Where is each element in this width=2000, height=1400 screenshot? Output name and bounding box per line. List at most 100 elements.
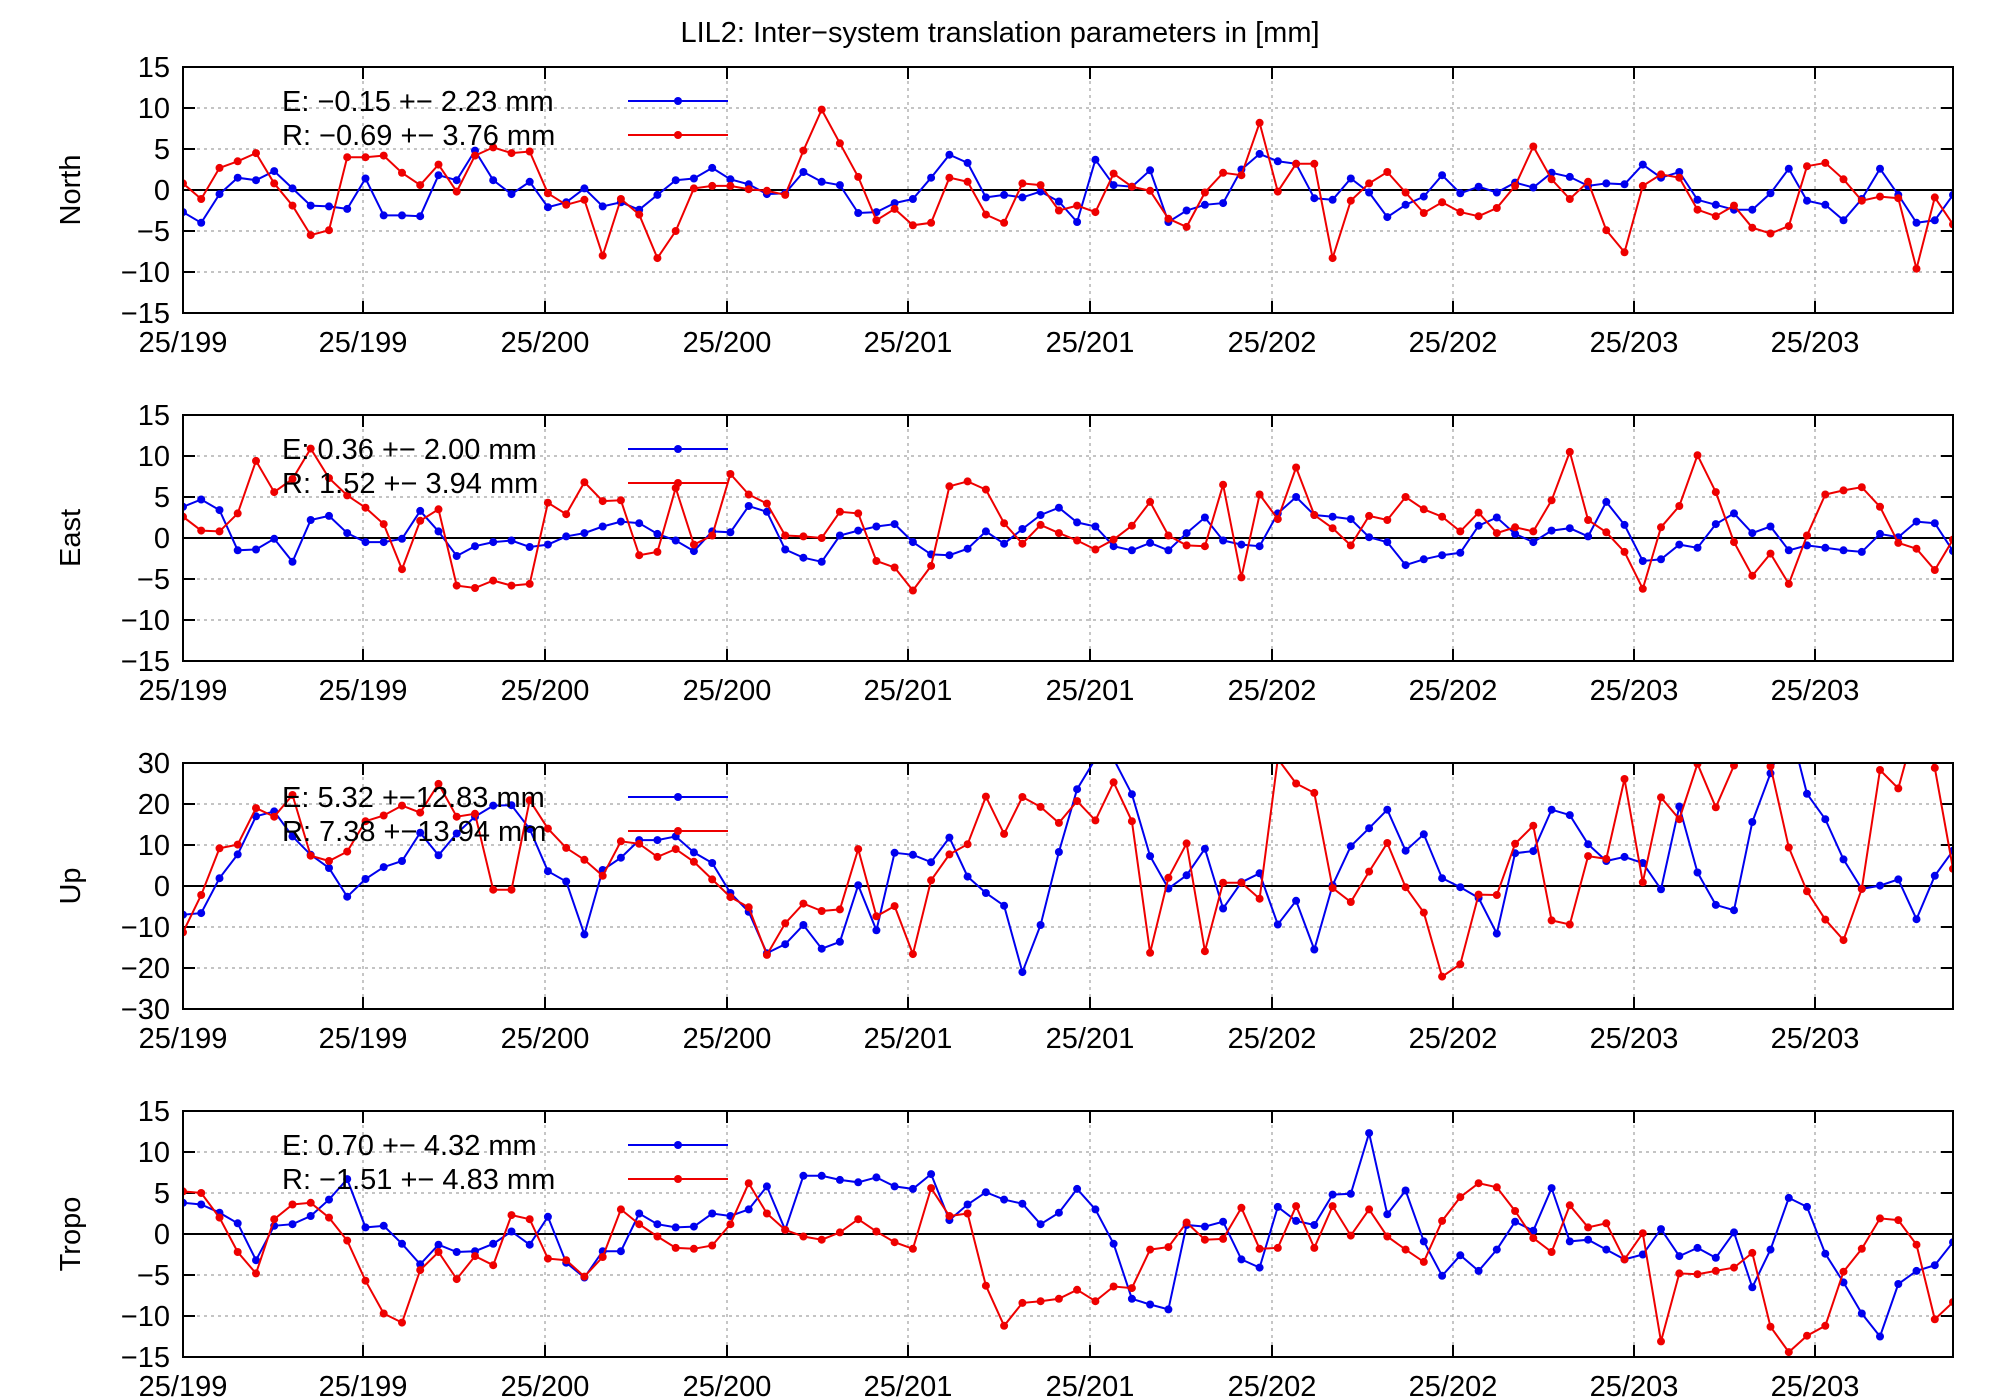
data-point bbox=[471, 809, 479, 818]
data-point bbox=[1876, 192, 1884, 201]
data-point bbox=[1657, 1337, 1665, 1346]
data-point bbox=[689, 848, 698, 857]
data-point bbox=[1346, 898, 1355, 906]
data-point bbox=[1127, 790, 1136, 799]
data-point bbox=[744, 1205, 753, 1214]
data-point bbox=[1748, 1283, 1757, 1292]
data-point bbox=[452, 829, 461, 838]
data-point bbox=[288, 1200, 297, 1209]
data-point bbox=[398, 1239, 406, 1248]
data-point bbox=[817, 177, 826, 186]
data-point bbox=[689, 174, 698, 183]
data-point bbox=[908, 850, 917, 859]
x-tick-label: 25/202 bbox=[1228, 327, 1317, 359]
y-tick-label: −10 bbox=[121, 1301, 170, 1333]
data-point bbox=[288, 201, 297, 210]
data-point bbox=[1565, 1201, 1574, 1210]
data-point bbox=[653, 254, 662, 263]
data-point bbox=[799, 1171, 808, 1180]
data-point bbox=[1839, 1267, 1848, 1276]
data-point bbox=[1638, 160, 1647, 169]
data-point bbox=[1036, 187, 1045, 196]
data-point bbox=[1419, 209, 1428, 217]
data-point bbox=[854, 172, 863, 181]
data-point bbox=[1146, 1245, 1155, 1254]
data-point bbox=[908, 221, 917, 230]
data-point bbox=[361, 1276, 370, 1285]
data-point bbox=[1584, 1223, 1593, 1232]
data-point bbox=[1784, 843, 1793, 852]
legend-marker bbox=[674, 97, 682, 105]
series-r bbox=[183, 763, 1953, 981]
data-point bbox=[981, 889, 990, 897]
data-point bbox=[1310, 511, 1319, 519]
data-point bbox=[1036, 511, 1045, 519]
data-point bbox=[1328, 254, 1337, 263]
data-point bbox=[872, 522, 881, 531]
data-point bbox=[1730, 763, 1738, 770]
data-point bbox=[1492, 188, 1501, 197]
data-point bbox=[1091, 816, 1100, 825]
x-tick-label: 25/200 bbox=[501, 675, 590, 707]
x-tick-label: 25/202 bbox=[1228, 1023, 1317, 1055]
x-tick-label: 25/200 bbox=[683, 327, 772, 359]
data-point bbox=[1200, 200, 1209, 209]
data-point bbox=[1748, 205, 1757, 214]
panel-north: −15 −10 −5 0 5 10 15 25/199 25/199 25/200 25/200 25… bbox=[55, 52, 1994, 359]
data-point bbox=[1912, 1240, 1921, 1249]
data-point bbox=[1821, 1321, 1830, 1330]
data-point bbox=[872, 926, 881, 935]
data-point bbox=[1584, 177, 1593, 186]
series-e bbox=[183, 718, 1953, 977]
data-point bbox=[1255, 490, 1264, 499]
data-point bbox=[1401, 883, 1410, 892]
data-point bbox=[1730, 201, 1738, 210]
data-point bbox=[1986, 196, 1994, 204]
data-point bbox=[1511, 839, 1520, 848]
data-point bbox=[963, 1209, 972, 1218]
y-tick-label: −5 bbox=[137, 564, 170, 596]
data-point bbox=[1054, 503, 1063, 512]
data-point bbox=[1474, 1179, 1483, 1188]
data-point bbox=[1054, 818, 1063, 827]
x-tick-label: 25/200 bbox=[501, 1371, 590, 1400]
data-point bbox=[252, 545, 260, 554]
data-point bbox=[945, 551, 954, 560]
data-point bbox=[1894, 538, 1903, 547]
data-point bbox=[927, 876, 936, 885]
legend-marker bbox=[674, 445, 682, 453]
data-point bbox=[635, 210, 644, 219]
data-point bbox=[1565, 811, 1574, 820]
data-point bbox=[1821, 915, 1830, 924]
data-point bbox=[1876, 766, 1884, 774]
data-point bbox=[1784, 546, 1793, 555]
data-point bbox=[1785, 718, 1793, 726]
data-point bbox=[1365, 188, 1374, 197]
data-point bbox=[1602, 179, 1611, 188]
data-point bbox=[1255, 894, 1264, 903]
data-point bbox=[1602, 1219, 1611, 1228]
data-point bbox=[817, 944, 826, 953]
data-point bbox=[1620, 547, 1629, 556]
data-point bbox=[1857, 1244, 1866, 1253]
data-point bbox=[1219, 480, 1228, 489]
data-point bbox=[1419, 555, 1428, 564]
data-point bbox=[1054, 848, 1063, 856]
data-point bbox=[197, 195, 206, 203]
data-point bbox=[1711, 1253, 1720, 1262]
data-point bbox=[1110, 755, 1118, 763]
data-point bbox=[1821, 543, 1830, 552]
data-point bbox=[1146, 852, 1155, 861]
data-point bbox=[543, 1254, 552, 1263]
data-point bbox=[1803, 1331, 1811, 1340]
data-point bbox=[1730, 538, 1738, 547]
data-point bbox=[1438, 1271, 1447, 1280]
data-point bbox=[835, 905, 844, 914]
data-point bbox=[890, 563, 899, 572]
x-tick-label: 25/202 bbox=[1409, 1371, 1498, 1400]
data-point bbox=[1018, 539, 1027, 548]
data-point bbox=[908, 1184, 917, 1193]
data-point bbox=[708, 875, 717, 884]
data-point bbox=[489, 576, 498, 585]
